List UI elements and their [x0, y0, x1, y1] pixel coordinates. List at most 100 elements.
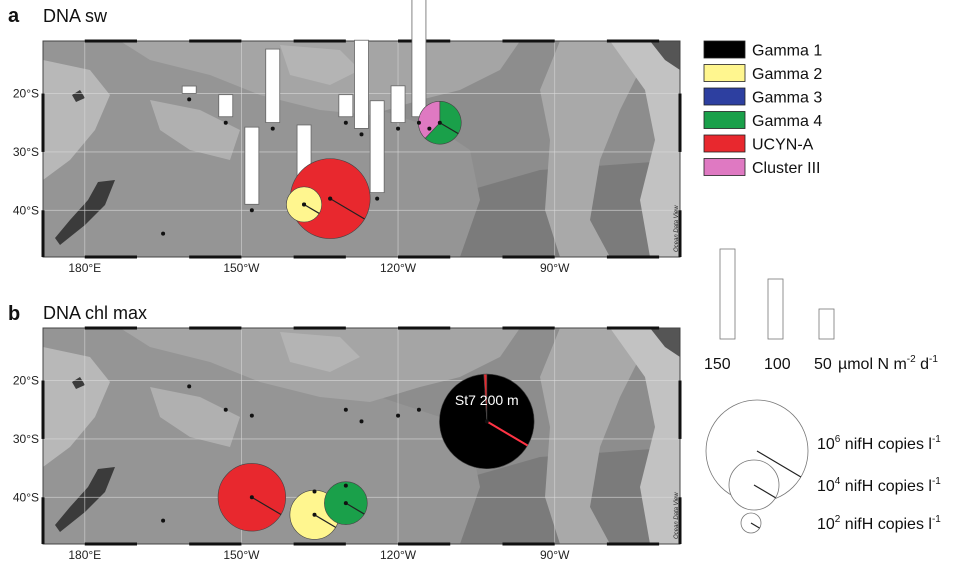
lon-tick-label: 150°W [223, 261, 260, 275]
legend: Gamma 1 Gamma 2 Gamma 3 Gamma 4 UCYN-A Cluste… [703, 40, 822, 177]
lat-tick-label: 40°S [13, 490, 39, 504]
circle-scale: 106 nifH copies l-1 104 nifH copies l-1 10… [705, 399, 941, 534]
station-dot [396, 126, 401, 131]
lat-tick-label: 20°S [13, 87, 39, 101]
pie-center-dot [437, 120, 442, 125]
legend-swatch [703, 111, 746, 129]
station-dot [343, 483, 348, 488]
pie-center-dot [312, 512, 317, 517]
nifh-pie [324, 481, 368, 525]
station-dot [187, 97, 192, 102]
lon-tick-label: 120°W [380, 261, 417, 275]
lon-tick-label: 90°W [540, 261, 570, 275]
pie-slice [418, 100, 441, 139]
station-dot [249, 208, 254, 213]
legend-label: Gamma 3 [752, 90, 822, 107]
panel-b-letter: b [8, 303, 20, 325]
legend-swatch [703, 87, 746, 106]
station-dot [427, 126, 432, 131]
magnitude-needle [439, 122, 459, 135]
bar-scale: 150 100 50 µmol N m-2 d-1 [704, 248, 938, 373]
magnitude-needle [251, 496, 282, 516]
panel-a-letter: a [8, 5, 20, 27]
legend-swatch [703, 158, 746, 176]
legend-entry: Cluster III [703, 158, 820, 177]
n2-fixation-bar [181, 85, 197, 94]
station-dot [359, 132, 364, 137]
legend-entry: UCYN-A [703, 134, 814, 154]
legend-entry: Gamma 4 [703, 111, 822, 130]
scale-bar-label: 150 [704, 356, 731, 373]
scale-circle-entry: 104 nifH copies l-1 [728, 459, 941, 511]
lon-tick-label: 180°E [68, 548, 101, 562]
magnitude-needle [314, 514, 336, 528]
station-dot [416, 407, 421, 412]
pie-center-dot [343, 501, 348, 506]
station-dot [270, 126, 275, 131]
lon-tick-label: 150°W [223, 548, 260, 562]
n2-fixation-bar [338, 94, 354, 118]
lon-tick-label: 90°W [540, 548, 570, 562]
scale-bar-label: 50 [814, 356, 832, 373]
station-dot [343, 407, 348, 412]
n2-fixation-bar [390, 85, 406, 123]
station-dot [312, 489, 317, 494]
station-dot [187, 384, 192, 389]
scale-circle-label: 104 nifH copies l-1 [817, 476, 941, 495]
station-dot [161, 518, 166, 523]
legend-entry: Gamma 3 [703, 87, 822, 107]
station-dot [249, 413, 254, 418]
n2-fixation-bar [218, 94, 234, 118]
station-dot [416, 120, 421, 125]
n2-fixation-bar [369, 100, 385, 194]
station-dot [223, 407, 228, 412]
scale-bar [719, 248, 736, 340]
station-dot [343, 120, 348, 125]
panel-b-title: DNA chl max [43, 303, 147, 323]
scale-bar [818, 308, 835, 340]
station-dot [223, 120, 228, 125]
scale-bar [767, 278, 784, 340]
n2-fixation-bar [244, 126, 260, 205]
lat-tick-label: 30°S [13, 432, 39, 446]
legend-swatch [703, 64, 746, 82]
legend-swatch [703, 134, 746, 153]
legend-entry: Gamma 1 [703, 40, 822, 60]
lat-tick-label: 30°S [13, 145, 39, 159]
scale-circle-label: 106 nifH copies l-1 [817, 434, 941, 453]
legend-swatch [703, 40, 746, 59]
station-dot [161, 231, 166, 236]
lon-tick-label: 120°W [380, 548, 417, 562]
pie-slice [483, 373, 488, 422]
legend-label: Gamma 4 [752, 113, 822, 130]
scale-bar-label: 100 [764, 356, 791, 373]
pie-center-dot [249, 495, 254, 500]
scale-unit: µmol N m-2 d-1 [838, 354, 938, 373]
magnitude-needle [329, 198, 365, 220]
station-dot [375, 196, 380, 201]
legend-label: Gamma 1 [752, 43, 822, 60]
n2-fixation-bar [265, 48, 281, 123]
magnitude-needle [345, 502, 365, 515]
lat-tick-label: 40°S [13, 203, 39, 217]
nifh-pie: St7 200 m [439, 373, 535, 470]
station-dot [396, 413, 401, 418]
n2-fixation-bar [354, 39, 369, 129]
magnitude-needle [303, 203, 320, 214]
pie-center-dot [484, 419, 489, 424]
legend-label: Gamma 2 [752, 66, 822, 83]
panel-a-title: DNA sw [43, 6, 108, 26]
pie-slice [424, 100, 462, 145]
scale-circle-label: 102 nifH copies l-1 [817, 514, 941, 533]
legend-label: UCYN-A [752, 137, 814, 154]
ocean-data-view-credit: Ocean Data View [674, 492, 680, 539]
magnitude-needle [486, 420, 529, 447]
legend-entry: Gamma 2 [703, 64, 822, 83]
station-dot [359, 419, 364, 424]
ocean-data-view-credit: Ocean Data View [674, 205, 680, 252]
legend-label: Cluster III [752, 160, 820, 177]
lon-tick-label: 180°E [68, 261, 101, 275]
